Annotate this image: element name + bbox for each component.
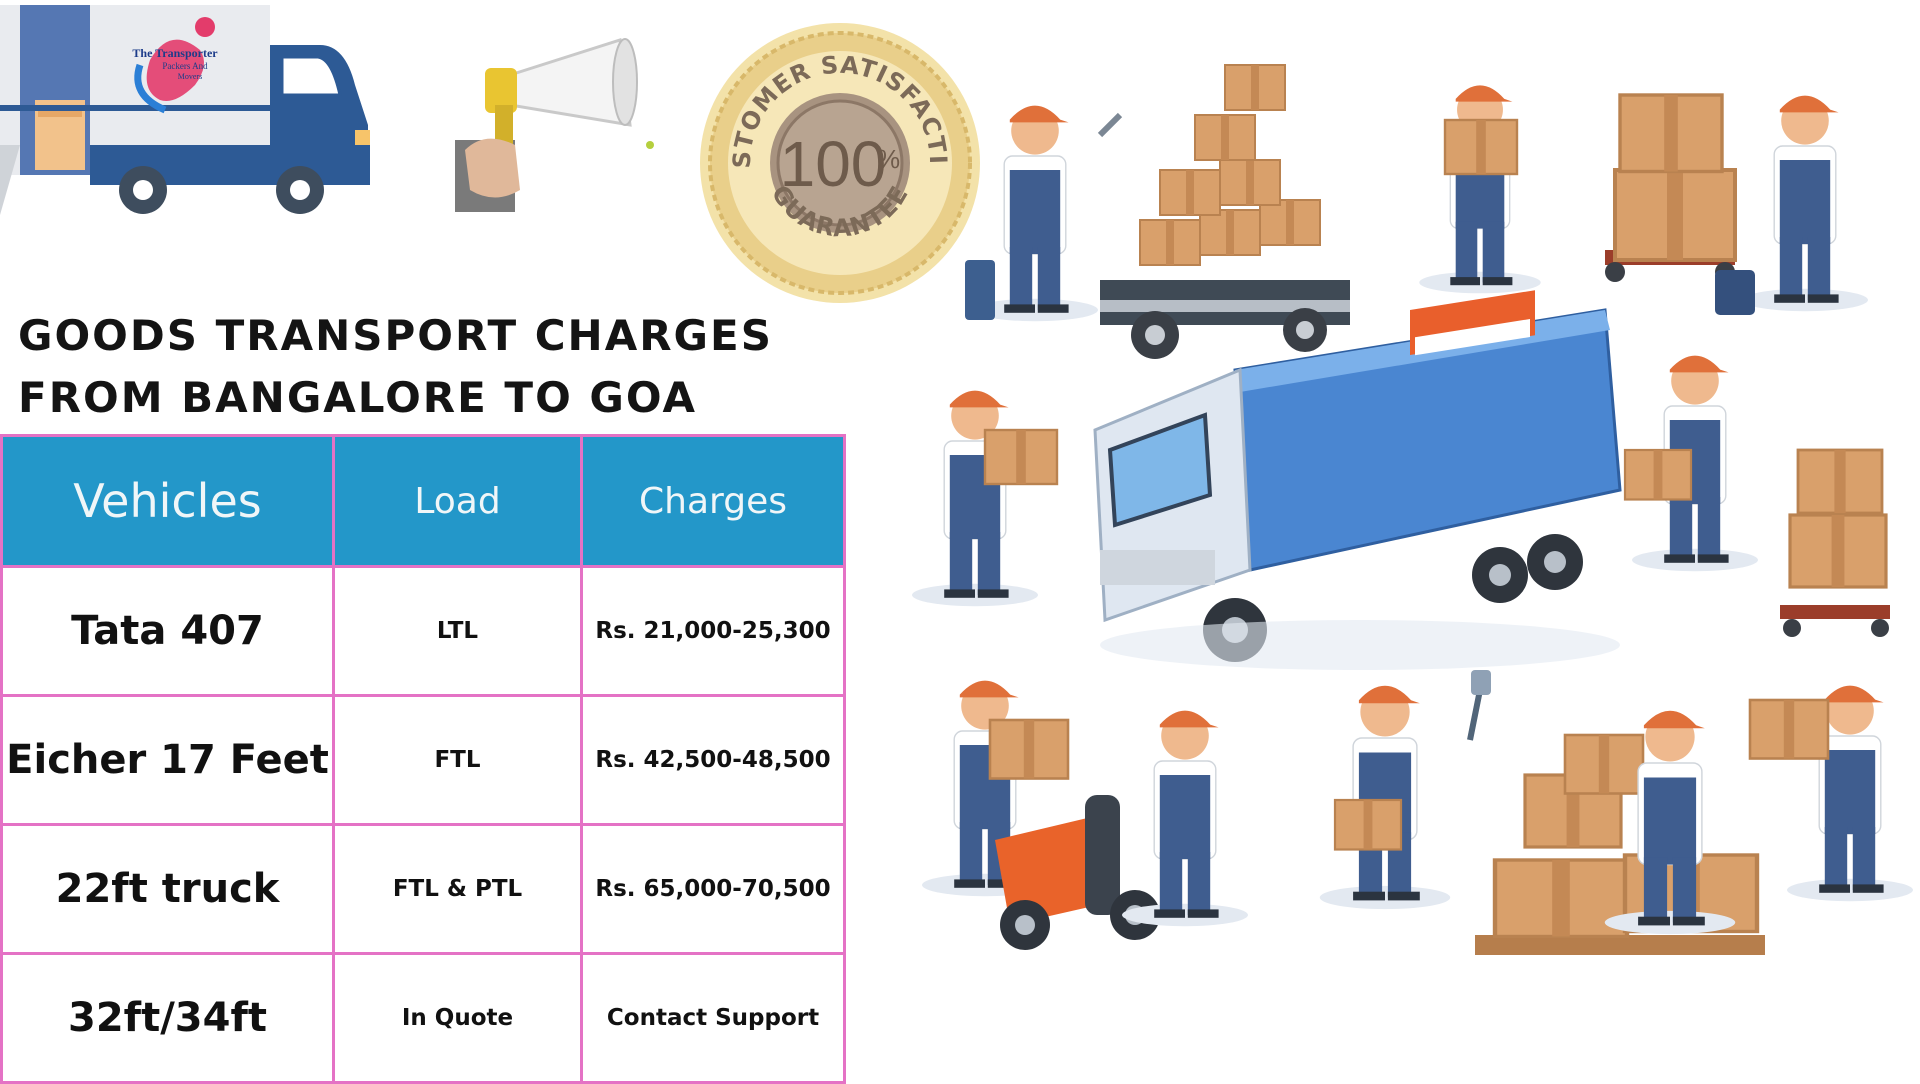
header-load: Load xyxy=(332,434,583,568)
title-line-1: GOODS TRANSPORT CHARGES xyxy=(18,311,773,360)
load-cell: LTL xyxy=(332,565,583,697)
charges-cell: Rs. 21,000-25,300 xyxy=(580,565,846,697)
charges-cell: Rs. 65,000-70,500 xyxy=(580,823,846,955)
title-line-2: FROM BANGALORE TO GOA xyxy=(18,373,697,422)
table-row: Eicher 17 Feet FTL Rs. 42,500-48,500 xyxy=(0,694,846,826)
satisfaction-seal-icon: CUSTOMER SATISFACTION GUARANTEE 100 % xyxy=(695,18,980,303)
table-row: 22ft truck FTL & PTL Rs. 65,000-70,500 xyxy=(0,823,846,955)
header-charges: Charges xyxy=(580,434,846,568)
header-vehicles: Vehicles xyxy=(0,434,335,568)
table-row: Tata 407 LTL Rs. 21,000-25,300 xyxy=(0,565,846,697)
logo-truck-icon: The Transporter Packers And Movers xyxy=(0,5,370,215)
logo-brand-line2: Packers And xyxy=(162,61,208,71)
movers-illustration xyxy=(911,64,1914,955)
table-row: 32ft/34ft In Quote Contact Support xyxy=(0,952,846,1084)
megaphone-icon xyxy=(455,38,654,212)
vehicle-cell: Tata 407 xyxy=(0,565,335,697)
charges-cell: Rs. 42,500-48,500 xyxy=(580,694,846,826)
vehicle-cell: 22ft truck xyxy=(0,823,335,955)
load-cell: In Quote xyxy=(332,952,583,1084)
table-header-row: Vehicles Load Charges xyxy=(0,434,846,568)
vehicle-cell: Eicher 17 Feet xyxy=(0,694,335,826)
seal-percent: % xyxy=(877,144,900,174)
logo-brand-line1: The Transporter xyxy=(132,46,218,60)
seal-number: 100 xyxy=(780,128,887,200)
load-cell: FTL & PTL xyxy=(332,823,583,955)
charges-cell: Contact Support xyxy=(580,952,846,1084)
page-title: GOODS TRANSPORT CHARGES FROM BANGALORE T… xyxy=(18,305,878,429)
load-cell: FTL xyxy=(332,694,583,826)
vehicle-cell: 32ft/34ft xyxy=(0,952,335,1084)
rates-table: Vehicles Load Charges Tata 407 LTL Rs. 2… xyxy=(0,434,846,1084)
logo-brand-line3: Movers xyxy=(178,72,202,81)
